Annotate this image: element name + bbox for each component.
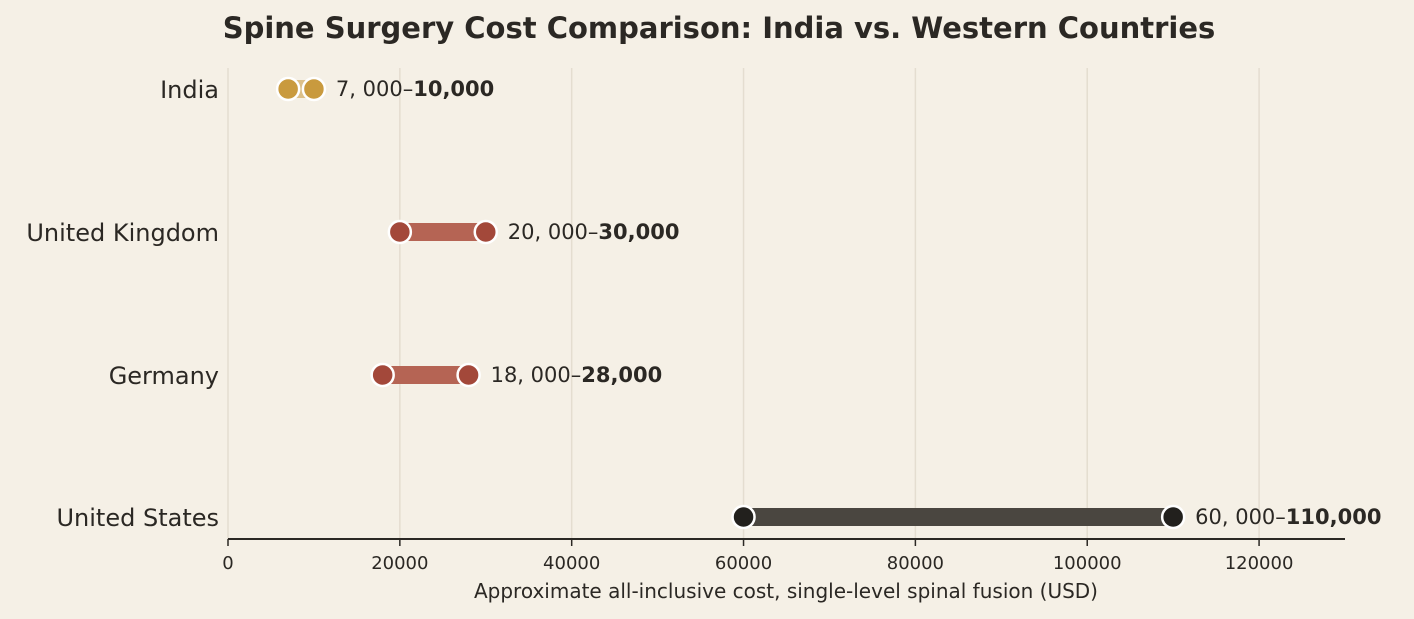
category-label: India (160, 76, 219, 104)
x-tick-label: 80000 (887, 553, 944, 574)
high-point (1160, 504, 1186, 530)
high-point (473, 219, 499, 245)
x-tick-label: 100000 (1053, 553, 1122, 574)
low-point (731, 504, 756, 530)
low-point (275, 76, 301, 102)
x-tick-label: 120000 (1225, 553, 1294, 574)
x-axis: 0 20000 40000 60000 80000 100000 120000 (222, 538, 1345, 574)
range-label-low: 20, 000– (508, 220, 599, 244)
x-tick-label: 60000 (715, 553, 772, 574)
range-label-low: 60, 000– (1195, 505, 1286, 529)
high-point (456, 362, 481, 388)
range-label: 60, 000–110,000 (1195, 505, 1381, 529)
low-point (370, 362, 395, 388)
range-label-high: 30,000 (598, 220, 679, 244)
range-label: 7, 000–10,000 (336, 77, 494, 101)
row-india: India 7, 000–10,000 (160, 76, 494, 104)
row-united-kingdom: United Kingdom 20, 000–30,000 (26, 219, 679, 247)
range-label-high: 10,000 (413, 77, 494, 101)
range-label-high: 110,000 (1286, 505, 1382, 529)
row-germany: Germany 18, 000–28,000 (109, 362, 663, 390)
row-united-states: United States 60, 000–110,000 (56, 504, 1381, 532)
gridlines (227, 68, 1260, 539)
category-label: United States (56, 504, 219, 532)
range-label: 20, 000–30,000 (508, 220, 680, 244)
x-tick-label: 20000 (371, 553, 428, 574)
x-tick-label: 40000 (543, 553, 600, 574)
range-label-low: 7, 000– (336, 77, 413, 101)
high-point (301, 76, 327, 102)
chart-title: Spine Surgery Cost Comparison: India vs.… (223, 11, 1216, 45)
range-label: 18, 000–28,000 (491, 363, 663, 387)
data-rows: India 7, 000–10,000 United Kingdom 20, 000–… (26, 76, 1381, 532)
range-label-high: 28,000 (581, 363, 662, 387)
category-label: United Kingdom (26, 219, 219, 247)
low-point (387, 219, 413, 245)
range-label-low: 18, 000– (491, 363, 582, 387)
category-label: Germany (109, 362, 219, 390)
x-axis-title: Approximate all-inclusive cost, single-l… (474, 579, 1098, 603)
x-tick-label: 0 (222, 553, 233, 574)
